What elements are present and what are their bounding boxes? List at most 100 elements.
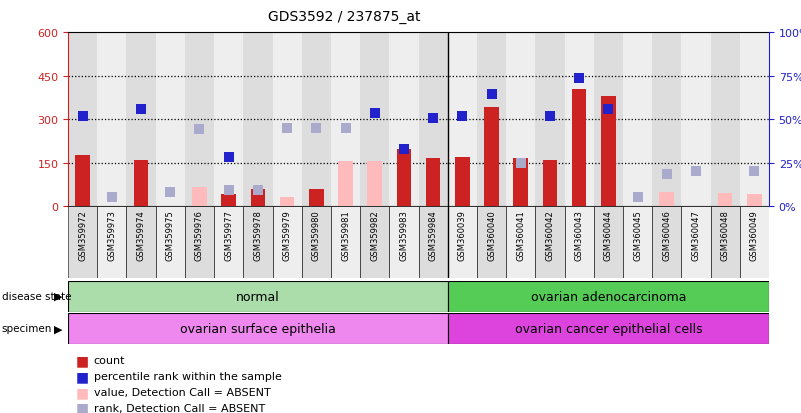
Bar: [623, 206, 652, 279]
Bar: [272, 206, 302, 279]
Bar: [192, 188, 207, 206]
Text: GSM359980: GSM359980: [312, 210, 321, 261]
Text: GSM360042: GSM360042: [545, 210, 554, 261]
Text: normal: normal: [236, 290, 280, 303]
Bar: [572, 90, 586, 206]
Bar: [747, 195, 762, 206]
Bar: [652, 206, 682, 279]
Bar: [535, 206, 565, 279]
Bar: [214, 33, 244, 206]
Bar: [652, 33, 682, 206]
Text: GSM359979: GSM359979: [283, 210, 292, 261]
Bar: [221, 195, 236, 206]
Bar: [710, 206, 740, 279]
Bar: [542, 160, 557, 206]
Bar: [594, 33, 623, 206]
Bar: [185, 33, 214, 206]
Bar: [477, 33, 506, 206]
Text: GSM359973: GSM359973: [107, 210, 116, 261]
Bar: [155, 206, 185, 279]
Bar: [68, 33, 97, 206]
Bar: [455, 157, 469, 206]
Text: GSM360044: GSM360044: [604, 210, 613, 261]
Text: GSM360049: GSM360049: [750, 210, 759, 261]
Bar: [506, 33, 535, 206]
Text: rank, Detection Call = ABSENT: rank, Detection Call = ABSENT: [94, 403, 265, 413]
Text: GSM359976: GSM359976: [195, 210, 204, 261]
Bar: [710, 33, 740, 206]
Bar: [338, 162, 352, 206]
Bar: [251, 189, 265, 206]
Text: ▶: ▶: [54, 291, 63, 301]
Bar: [623, 33, 652, 206]
Text: GSM360043: GSM360043: [574, 210, 584, 261]
Bar: [331, 206, 360, 279]
Bar: [389, 206, 418, 279]
Text: GSM359978: GSM359978: [253, 210, 263, 261]
Text: GSM359977: GSM359977: [224, 210, 233, 261]
Bar: [97, 33, 127, 206]
Text: percentile rank within the sample: percentile rank within the sample: [94, 371, 282, 381]
Bar: [68, 206, 97, 279]
Bar: [244, 206, 272, 279]
Bar: [127, 33, 155, 206]
Bar: [565, 206, 594, 279]
Bar: [594, 206, 623, 279]
Bar: [185, 206, 214, 279]
Bar: [272, 33, 302, 206]
Bar: [682, 206, 710, 279]
Bar: [601, 97, 616, 206]
Bar: [68, 281, 448, 312]
Text: GSM359981: GSM359981: [341, 210, 350, 261]
Bar: [302, 206, 331, 279]
Bar: [535, 33, 565, 206]
Text: value, Detection Call = ABSENT: value, Detection Call = ABSENT: [94, 387, 271, 397]
Text: GSM360048: GSM360048: [721, 210, 730, 261]
Bar: [506, 206, 535, 279]
Bar: [418, 33, 448, 206]
Bar: [485, 108, 499, 206]
Bar: [360, 206, 389, 279]
Text: GSM360046: GSM360046: [662, 210, 671, 261]
Text: ovarian surface epithelia: ovarian surface epithelia: [180, 322, 336, 335]
Bar: [244, 33, 272, 206]
Bar: [360, 33, 389, 206]
Bar: [302, 33, 331, 206]
Bar: [740, 33, 769, 206]
Text: GSM359975: GSM359975: [166, 210, 175, 261]
Bar: [682, 33, 710, 206]
Bar: [448, 313, 769, 344]
Bar: [426, 159, 441, 206]
Text: ovarian adenocarcinoma: ovarian adenocarcinoma: [530, 290, 686, 303]
Text: GSM360047: GSM360047: [691, 210, 700, 261]
Text: GSM360040: GSM360040: [487, 210, 496, 261]
Text: ■: ■: [76, 354, 89, 368]
Bar: [155, 33, 185, 206]
Text: GSM359972: GSM359972: [78, 210, 87, 261]
Bar: [75, 156, 90, 206]
Text: GSM360039: GSM360039: [458, 210, 467, 261]
Text: count: count: [94, 356, 125, 366]
Text: GSM359983: GSM359983: [400, 210, 409, 261]
Bar: [565, 33, 594, 206]
Bar: [331, 33, 360, 206]
Text: GSM359982: GSM359982: [370, 210, 379, 261]
Bar: [659, 192, 674, 206]
Bar: [127, 206, 155, 279]
Text: GDS3592 / 237875_at: GDS3592 / 237875_at: [268, 10, 421, 24]
Bar: [214, 206, 244, 279]
Bar: [396, 150, 411, 206]
Text: GSM359974: GSM359974: [137, 210, 146, 261]
Bar: [418, 206, 448, 279]
Text: disease state: disease state: [2, 291, 71, 301]
Text: GSM360041: GSM360041: [516, 210, 525, 261]
Bar: [448, 33, 477, 206]
Bar: [389, 33, 418, 206]
Bar: [477, 206, 506, 279]
Bar: [97, 206, 127, 279]
Bar: [448, 281, 769, 312]
Text: ▶: ▶: [54, 323, 63, 334]
Text: ■: ■: [76, 401, 89, 413]
Text: ovarian cancer epithelial cells: ovarian cancer epithelial cells: [514, 322, 702, 335]
Bar: [280, 198, 295, 206]
